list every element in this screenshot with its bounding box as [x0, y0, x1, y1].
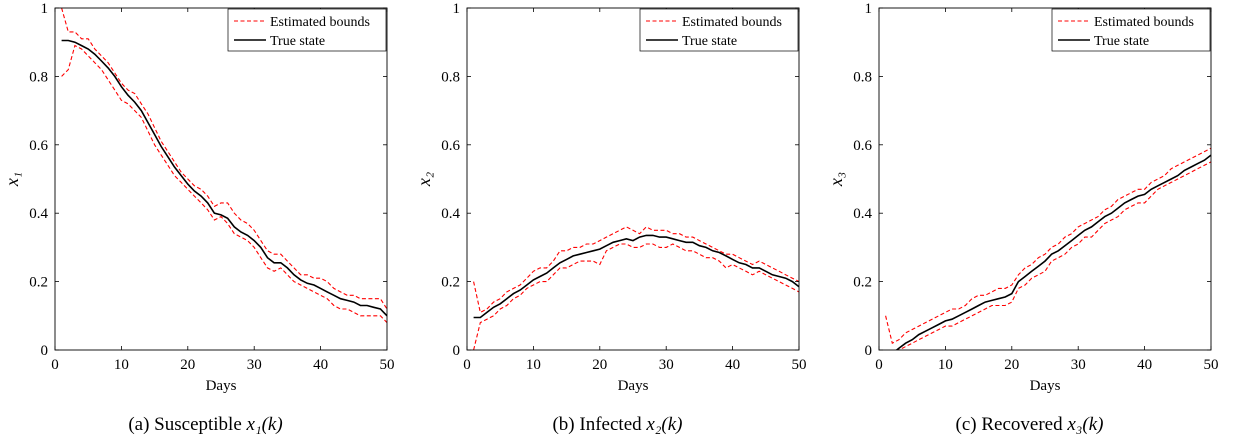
x-tick-label: 20 [1004, 357, 1019, 373]
legend-box [1051, 8, 1211, 52]
legend-label-true: True state [270, 34, 325, 49]
x-tick-label: 50 [792, 357, 807, 373]
y-tick-label: 0.4 [853, 206, 872, 222]
x-tick-label: 50 [380, 357, 395, 373]
y-tick-label: 0.2 [853, 275, 872, 291]
y-tick-label: 1 [41, 1, 49, 17]
legend-box [227, 8, 387, 52]
true-state-line [473, 234, 799, 319]
true-state-line [61, 39, 387, 317]
y-axis-label: x₂ [414, 172, 434, 187]
legend-label-estimated: Estimated bounds [270, 15, 370, 30]
y-tick-label: 0.6 [441, 138, 460, 154]
susceptible-chart-panel: 0 10 20 30 40 50 0 0.2 0.4 0.6 0.8 1 Days x₁ Estimated… [0, 0, 411, 444]
x-axis-label: Days [206, 378, 237, 394]
y-tick-label: 0 [41, 343, 49, 359]
x-tick-label: 10 [114, 357, 129, 373]
x-axis-label: Days [1030, 378, 1061, 394]
y-tick-label: 0.4 [29, 206, 48, 222]
estimated-bound-line [61, 44, 387, 323]
axes-box [878, 7, 1212, 351]
x-tick-label: 20 [592, 357, 607, 373]
y-tick-label: 1 [865, 1, 873, 17]
y-tick-label: 0 [453, 343, 461, 359]
estimated-bound-line [885, 147, 1211, 345]
axes-box [466, 7, 800, 351]
x-tick-label: 50 [1204, 357, 1219, 373]
y-axis-label: x₃ [826, 172, 846, 187]
y-tick-label: 0.8 [853, 69, 872, 85]
infected-chart: 0 10 20 30 40 50 0 0.2 0.4 0.6 0.8 1 Days x₂ Estimated… [414, 1, 807, 394]
chart-caption: (b) Infected x₂(k) [412, 414, 823, 436]
estimated-bound-line [61, 8, 387, 310]
caption-text: Susceptible [154, 414, 242, 435]
legend-box [639, 8, 799, 52]
legend: Estimated bounds True state [639, 8, 799, 52]
x-tick-label: 40 [1137, 357, 1152, 373]
x-tick-label: 30 [247, 357, 262, 373]
y-tick-label: 0.2 [441, 275, 460, 291]
caption-prefix: (a) [128, 414, 150, 435]
legend-label-estimated: Estimated bounds [1094, 15, 1194, 30]
recovered-chart-panel: 0 10 20 30 40 50 0 0.2 0.4 0.6 0.8 1 Days x₃ Estimated… [824, 0, 1234, 444]
recovered-chart: 0 10 20 30 40 50 0 0.2 0.4 0.6 0.8 1 Days x₃ Estimated… [826, 1, 1219, 394]
chart-caption: (c) Recovered x₃(k) [824, 414, 1234, 436]
x-tick-label: 40 [725, 357, 740, 373]
x-tick-label: 10 [526, 357, 541, 373]
x-tick-label: 0 [463, 357, 471, 373]
series-group [885, 147, 1211, 350]
y-tick-label: 0.8 [441, 69, 460, 85]
x-tick-label: 40 [313, 357, 328, 373]
axes-box [54, 7, 388, 351]
caption-math: x₂(k) [646, 414, 683, 435]
caption-math: x₁(k) [246, 414, 283, 435]
caption-text: Recovered [981, 414, 1063, 435]
infected-chart-panel: 0 10 20 30 40 50 0 0.2 0.4 0.6 0.8 1 Days x₂ Estimated… [412, 0, 823, 444]
legend: Estimated bounds True state [227, 8, 387, 52]
x-axis-label: Days [618, 378, 649, 394]
caption-text: Infected [579, 414, 642, 435]
true-state-line [895, 154, 1211, 350]
x-tick-label: 0 [875, 357, 883, 373]
chart-caption: (a) Susceptible x₁(k) [0, 414, 411, 436]
caption-prefix: (b) [552, 414, 575, 435]
x-tick-label: 10 [938, 357, 953, 373]
legend: Estimated bounds True state [1051, 8, 1211, 52]
x-tick-label: 0 [51, 357, 59, 373]
legend-label-estimated: Estimated bounds [682, 15, 782, 30]
estimated-bound-line [473, 226, 799, 314]
x-tick-label: 20 [180, 357, 195, 373]
caption-prefix: (c) [955, 414, 977, 435]
series-group [473, 226, 799, 350]
y-tick-label: 0.2 [29, 275, 48, 291]
series-group [61, 8, 387, 323]
caption-math: x₃(k) [1067, 414, 1104, 435]
y-axis-label: x₁ [2, 172, 22, 187]
y-tick-label: 0 [865, 343, 873, 359]
y-tick-label: 0.6 [853, 138, 872, 154]
susceptible-chart: 0 10 20 30 40 50 0 0.2 0.4 0.6 0.8 1 Days x₁ Estimated… [2, 1, 395, 394]
legend-label-true: True state [1094, 34, 1149, 49]
y-tick-label: 0.4 [441, 206, 460, 222]
x-tick-label: 30 [659, 357, 674, 373]
y-tick-label: 1 [453, 1, 461, 17]
estimated-bound-line [898, 161, 1211, 350]
legend-label-true: True state [682, 34, 737, 49]
y-tick-label: 0.8 [29, 69, 48, 85]
x-tick-label: 30 [1071, 357, 1086, 373]
estimated-bound-line [473, 243, 799, 350]
y-tick-label: 0.6 [29, 138, 48, 154]
